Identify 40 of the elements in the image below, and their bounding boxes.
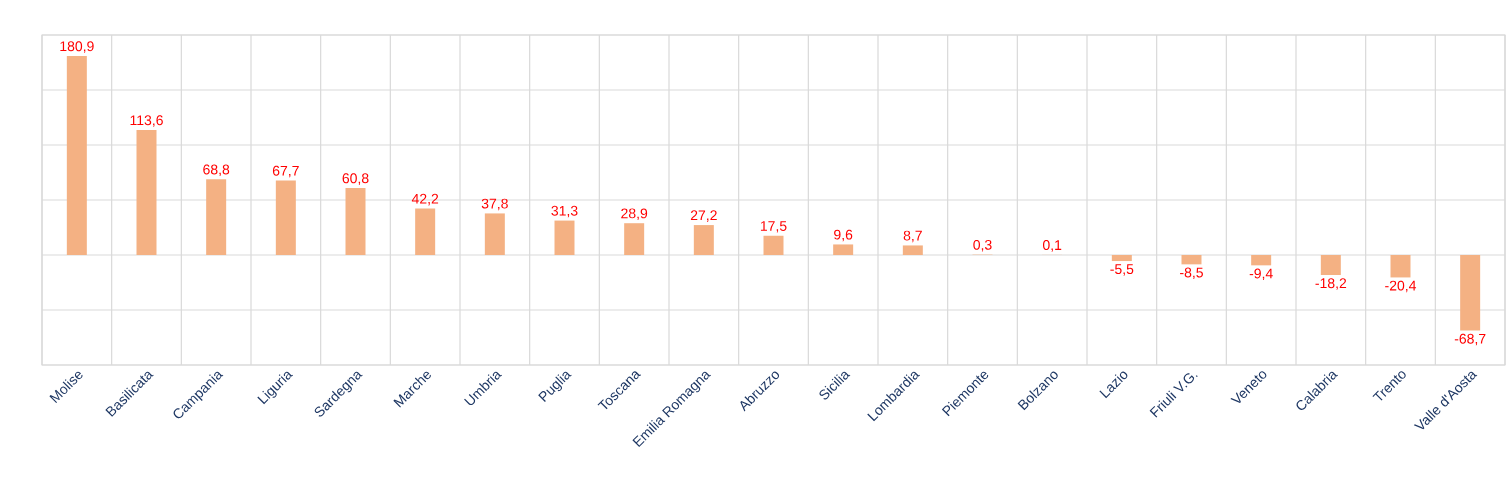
data-label: 28,9 [621, 208, 648, 221]
bar [136, 130, 157, 255]
data-label: 113,6 [130, 115, 163, 127]
bar [693, 225, 714, 255]
data-label: -9,4 [1249, 268, 1273, 281]
data-label: 8,7 [903, 230, 922, 243]
data-label: -5,5 [1110, 264, 1134, 276]
data-label: 17,5 [760, 221, 787, 233]
data-label: 31,3 [551, 205, 578, 218]
data-label: 27,2 [690, 210, 717, 222]
data-label: -18,2 [1315, 278, 1347, 290]
data-label: 37,8 [481, 198, 508, 211]
data-label: 68,8 [203, 164, 230, 177]
data-label: 42,2 [411, 193, 439, 206]
data-label: 0,1 [1042, 240, 1062, 252]
data-label: 9,6 [834, 229, 853, 242]
bar [66, 56, 87, 255]
bar [902, 245, 923, 255]
bar [1320, 255, 1341, 276]
bar [763, 235, 784, 255]
bar [1460, 255, 1481, 331]
data-label: -68,7 [1454, 333, 1486, 346]
bar [415, 208, 436, 255]
data-label: -8,5 [1180, 267, 1203, 280]
bar [206, 179, 227, 255]
bar [1181, 255, 1202, 265]
data-label: 0,3 [973, 239, 992, 252]
bar [484, 213, 505, 255]
bar [345, 188, 366, 255]
data-label: 180,9 [60, 41, 94, 53]
data-label: 67,7 [272, 165, 299, 178]
bar [1390, 255, 1411, 278]
bar [1111, 255, 1132, 262]
bar [275, 180, 296, 255]
bar [1251, 255, 1272, 266]
data-label: 60,8 [342, 173, 369, 185]
bar [624, 223, 645, 255]
bar [833, 244, 854, 255]
data-label: -20,4 [1385, 280, 1417, 293]
bar [554, 220, 575, 255]
